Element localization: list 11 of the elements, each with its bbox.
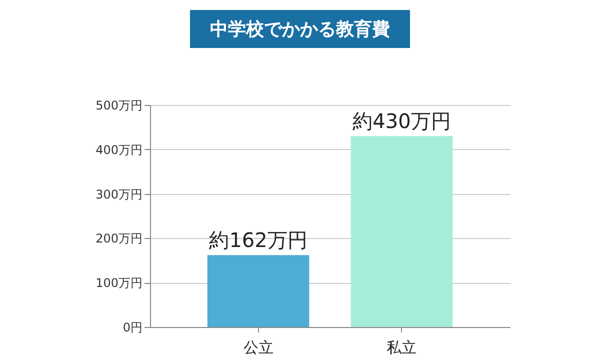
y-tick-label: 200万円 [96, 232, 142, 246]
x-tick-label: 私立 [386, 338, 417, 356]
y-tick-label: 500万円 [96, 98, 142, 112]
y-tick-label: 0円 [122, 320, 142, 334]
y-tick-label: 300万円 [96, 187, 142, 202]
y-tick-label: 100万円 [96, 276, 142, 290]
chart-title: 中学校でかかる教育費 [190, 10, 410, 48]
data-label: 約162万円 [209, 228, 308, 252]
y-tick-label: 400万円 [96, 142, 142, 157]
data-label: 約430万円 [352, 109, 451, 134]
x-tick-label: 公立 [243, 338, 274, 356]
